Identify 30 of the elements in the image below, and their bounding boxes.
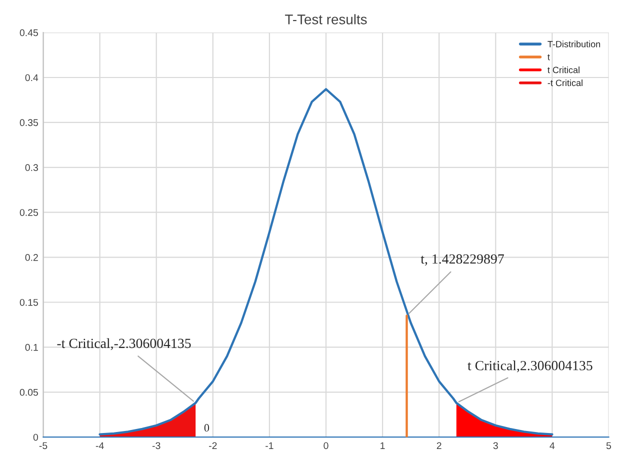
y-tick-label: 0.35 [20,119,38,126]
legend-label: t [548,54,550,60]
y-tick-label: 0.25 [20,209,38,216]
x-tick-label: 0 [324,442,328,450]
y-tick-label: 0 [33,434,38,441]
y-tick-label: 0.45 [20,29,38,36]
x-tick-label: -3 [152,442,160,450]
x-tick-label: 2 [436,442,442,450]
x-tick-label: 3 [493,442,498,450]
annotation: 0 [204,424,210,432]
y-tick-label: 0.05 [20,388,38,396]
y-tick-label: 0.15 [20,298,38,306]
x-tick-label: -2 [209,442,217,450]
x-tick-label: -1 [266,442,274,450]
y-tick-label: 0.2 [25,254,38,261]
x-tick-label: 4 [550,442,555,450]
x-tick-label: 1 [380,442,385,450]
x-tick-label: 5 [606,442,612,450]
legend-label: -t Critical [548,79,582,86]
x-tick-label: -4 [96,442,104,450]
annotation: t Critical,2.306004135 [468,360,592,372]
y-tick-label: 0.1 [25,344,38,351]
annotation: -t Critical,-2.306004135 [57,338,191,350]
legend-label: t Critical [548,66,580,74]
legend-label: T-Distribution [548,40,600,48]
y-tick-label: 0.3 [25,164,38,172]
annotation: t, 1.428229897 [420,254,504,266]
y-tick-label: 0.4 [25,74,38,82]
x-tick-label: -5 [39,442,48,450]
chart-title: T-Test results [285,14,367,24]
